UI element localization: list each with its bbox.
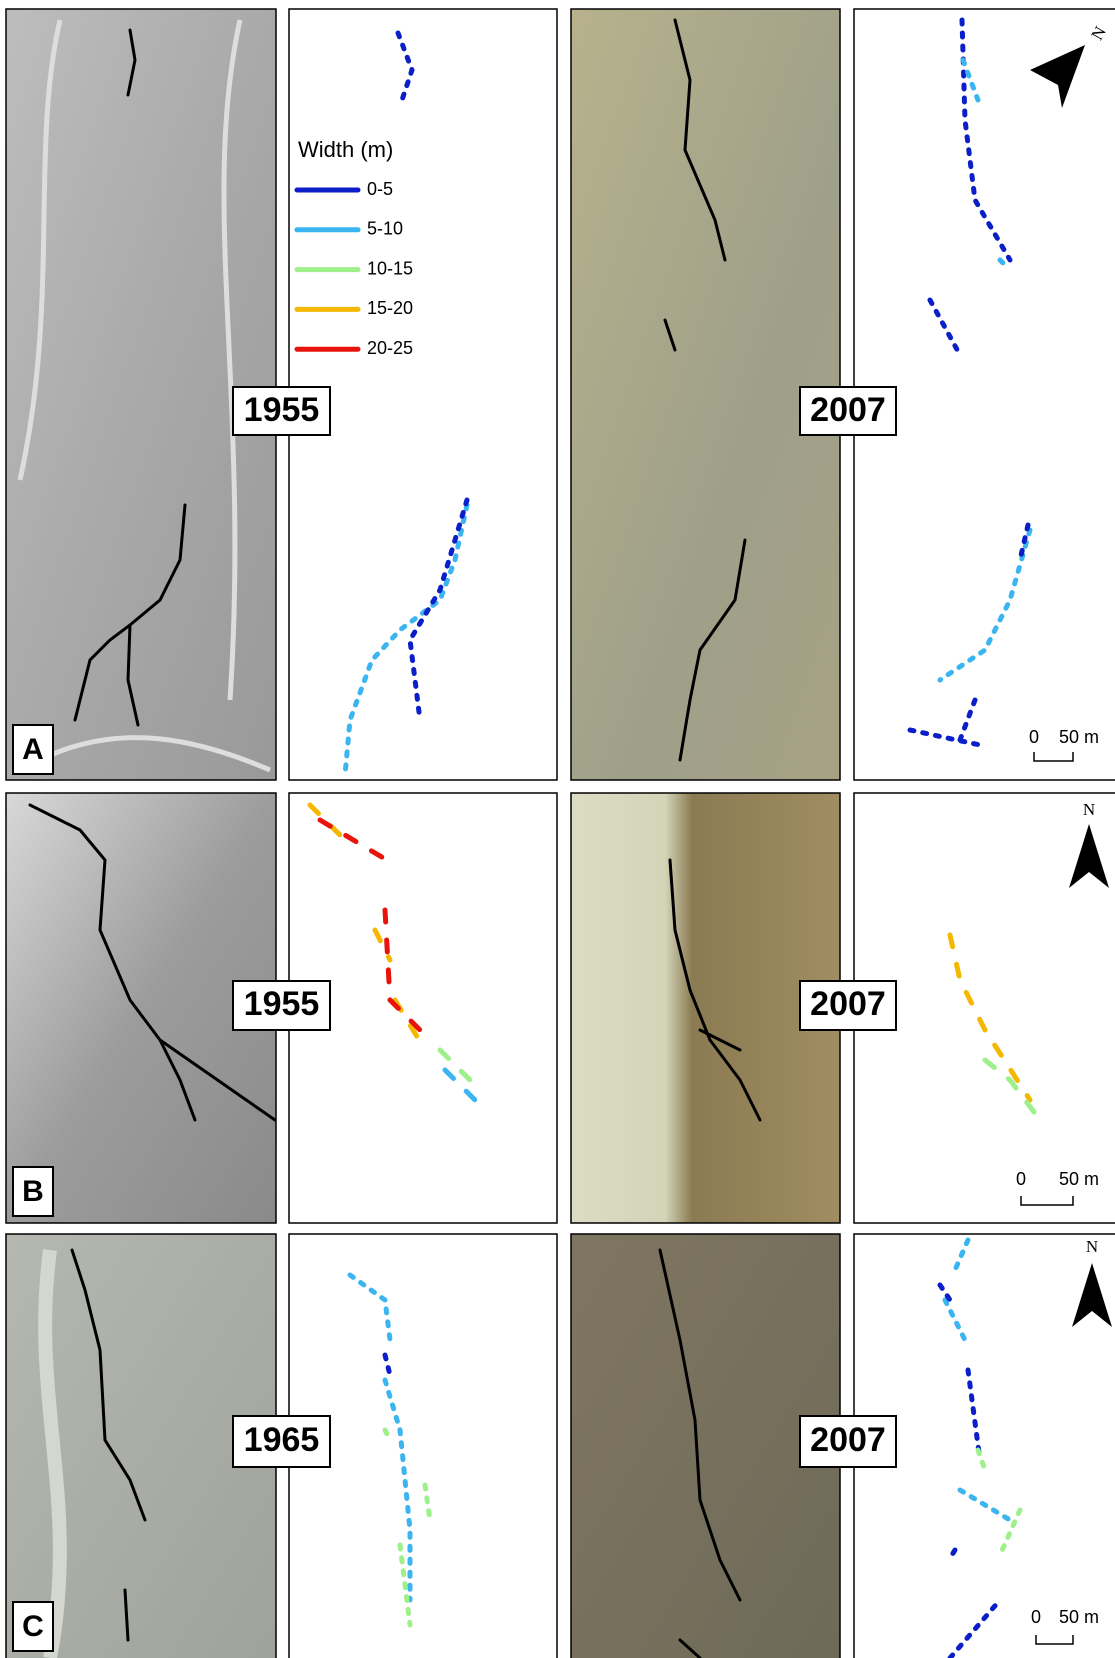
- width-dots: [947, 932, 1033, 1103]
- panel-letter-box: [12, 1166, 54, 1217]
- year-label: 2007: [810, 985, 886, 1023]
- year-label: 2007: [810, 391, 886, 429]
- channel-trace: [28, 803, 277, 1122]
- aerial-photo: [570, 1233, 841, 1658]
- legend-label: 5-10: [367, 219, 403, 239]
- scale-label: 0: [1031, 1607, 1041, 1627]
- map-panel: [853, 1233, 1115, 1658]
- river: [38, 1249, 67, 1658]
- legend: 0-5 5-10 10-15 15-20 20-25: [294, 179, 413, 358]
- width-dots: [975, 1447, 1023, 1558]
- scale-bars: 0 50 m 0 50 m 0 50 m: [1016, 727, 1099, 1645]
- scale-label: 50 m: [1059, 727, 1099, 747]
- width-dots: [937, 527, 1033, 683]
- scale-bar: [1033, 752, 1074, 762]
- north-label: N: [1086, 1237, 1098, 1256]
- width-dots: [982, 1057, 1043, 1123]
- channel-trace: [73, 503, 187, 727]
- legend-label: 10-15: [367, 258, 413, 278]
- panel-letter-box: [12, 1601, 54, 1652]
- north-arrow: [1069, 824, 1109, 888]
- year-box: [799, 980, 897, 1031]
- width-dots: [317, 817, 423, 1033]
- channel-trace: [658, 1248, 742, 1658]
- width-dots: [442, 1067, 483, 1108]
- legend-label: 20-25: [367, 338, 413, 358]
- width-dots: [927, 17, 1013, 358]
- width-dots: [382, 1427, 433, 1628]
- panel-letter: A: [22, 733, 44, 766]
- scale-bar: [1020, 1196, 1074, 1206]
- scale-label: 0: [1016, 1169, 1026, 1189]
- channel-trace: [663, 18, 747, 762]
- year-box: [232, 1415, 331, 1468]
- river: [17, 19, 271, 773]
- width-dots: [907, 522, 1031, 748]
- width-dots: [407, 497, 470, 723]
- width-dots: [395, 30, 415, 103]
- aerial-photo: [570, 8, 841, 781]
- year-label: 1955: [244, 985, 320, 1023]
- width-dots: [437, 1047, 473, 1083]
- year-box: [799, 1415, 897, 1468]
- scale-label: 50 m: [1059, 1607, 1099, 1627]
- map-panel: [288, 792, 558, 1224]
- north-arrow: [1072, 1263, 1112, 1327]
- legend-label: 0-5: [367, 179, 393, 199]
- year-label: 1955: [244, 391, 320, 429]
- channel-trace: [126, 28, 137, 97]
- year-box: [232, 980, 331, 1031]
- year-box: [232, 386, 331, 436]
- panel-letter-box: [12, 724, 54, 775]
- panel-letter: B: [22, 1175, 44, 1208]
- width-dots: [382, 1352, 393, 1378]
- map-panel: [288, 8, 558, 781]
- panel-letter: C: [22, 1610, 44, 1643]
- aerial-photo: [570, 792, 841, 1224]
- aerial-photo: [5, 792, 277, 1224]
- legend-label: 15-20: [367, 298, 413, 318]
- north-label: N: [1083, 800, 1095, 819]
- year-label: 2007: [810, 1421, 886, 1459]
- width-dots: [960, 57, 1008, 268]
- channel-trace: [668, 858, 762, 1122]
- north-arrow: [1030, 45, 1085, 108]
- width-dots: [347, 1272, 413, 1603]
- scale-label: 50 m: [1059, 1169, 1099, 1189]
- scale-bar: [1035, 1635, 1074, 1645]
- scale-label: 0: [1029, 727, 1039, 747]
- channel-trace: [70, 1248, 147, 1642]
- legend-title: Width (m): [298, 137, 393, 162]
- width-dots: [342, 502, 470, 778]
- year-box: [799, 386, 897, 436]
- map-panel: [853, 792, 1115, 1224]
- width-dots: [942, 1237, 1013, 1523]
- year-label: 1965: [244, 1421, 320, 1459]
- map-panel: [288, 1233, 558, 1658]
- width-dots: [937, 1282, 1003, 1658]
